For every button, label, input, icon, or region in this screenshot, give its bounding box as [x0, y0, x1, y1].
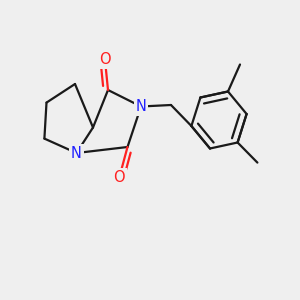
Text: N: N — [136, 99, 146, 114]
Text: O: O — [99, 52, 111, 68]
Text: N: N — [71, 146, 82, 160]
Text: O: O — [114, 169, 125, 184]
